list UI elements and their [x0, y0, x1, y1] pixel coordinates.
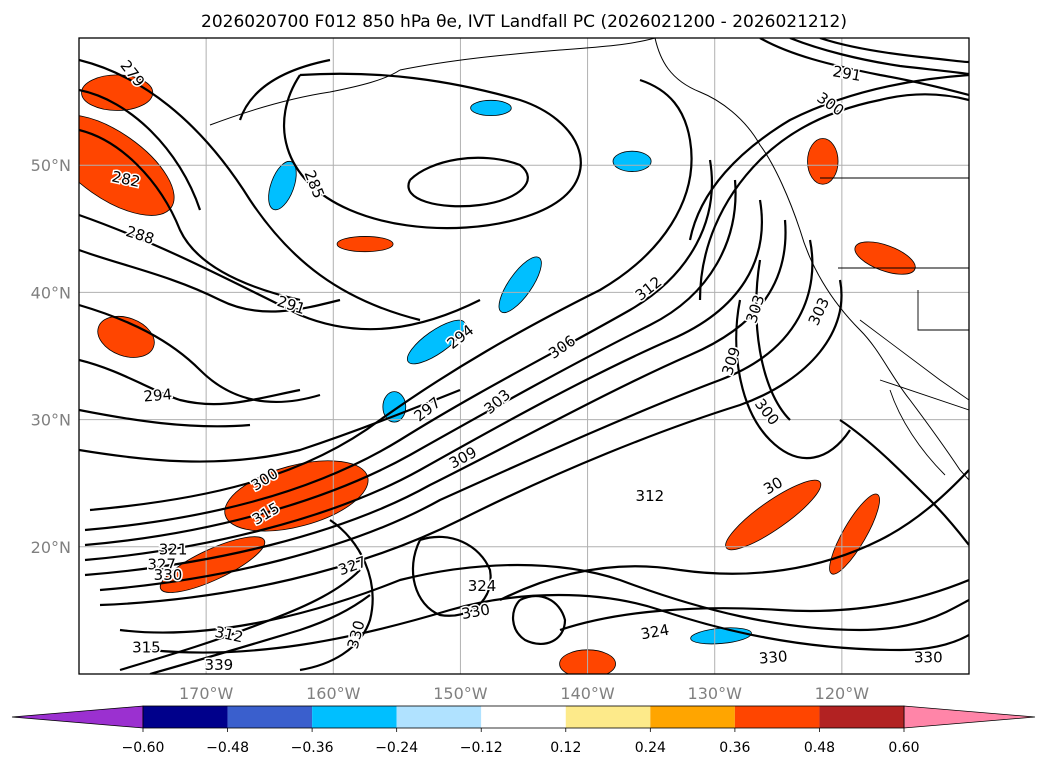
colorbar-swatch-6: [650, 706, 735, 728]
colorbar: −0.60 −0.48 −0.36 −0.24 −0.12 0.12 0.24 0.36 0.4…: [11, 705, 1036, 756]
colorbar-extend-under: [11, 705, 144, 729]
colorbar-tick-label: −0.48: [206, 740, 249, 756]
colorbar-swatch-7: [734, 706, 820, 728]
shaded-region-17: [470, 99, 512, 116]
contour-label-6: 294: [143, 385, 173, 405]
shaded-region-11: [406, 319, 466, 365]
shaded-region-12: [498, 256, 542, 314]
north-america-coastline: [654, 38, 969, 481]
contour-label-25: 324: [639, 621, 670, 644]
colorbar-swatch-5: [565, 706, 651, 728]
colorbar-extend-over: [903, 705, 1036, 729]
colorbar-tick-label: −0.36: [291, 740, 334, 756]
shaded-region-14: [268, 160, 297, 211]
theta-e-contours: [79, 38, 969, 674]
lat-lon-gridlines: [79, 38, 969, 674]
latitude-tick-label: 30°N: [31, 411, 71, 430]
colorbar-swatch-0: [143, 706, 228, 728]
colorbar-tick-label: 0.48: [804, 740, 835, 756]
colorbar-swatch-3: [396, 706, 482, 728]
alaska-gulf-coastline: [399, 38, 656, 71]
coastlines: [209, 38, 969, 481]
contour-label-28: 315: [132, 638, 161, 656]
baja-coastline: [889, 389, 946, 476]
longitude-tick-label: 160°W: [306, 684, 361, 703]
contour-label-18: 321: [159, 540, 188, 558]
state-border-3: [859, 319, 969, 401]
shaded-region-9: [854, 241, 916, 275]
contour-label-26: 330: [758, 647, 788, 667]
shaded-region-13: [382, 391, 407, 423]
contour-label-20: 330: [154, 566, 183, 584]
longitude-tick-label: 120°W: [815, 684, 870, 703]
shaded-region-5: [336, 236, 394, 253]
colorbar-frame: [142, 705, 905, 729]
colorbar-tick-label: 0.36: [719, 740, 750, 756]
contour-label-22: 324: [468, 577, 497, 595]
colorbar-tick-label: −0.60: [122, 740, 165, 756]
mexico-border: [879, 379, 969, 411]
contour-label-19: 327: [147, 556, 176, 574]
chart-title: 2026020700 F012 850 hPa θe, IVT Landfall…: [201, 12, 847, 32]
colorbar-tick-label: −0.24: [375, 740, 418, 756]
longitude-tick-label: 150°W: [433, 684, 488, 703]
colorbar-tick-label: −0.12: [460, 740, 503, 756]
map-axis-tick-labels: 170°W 160°W 150°W 140°W 130°W 120°W 20°N 30°N 40…: [31, 156, 870, 703]
state-border-2: [917, 290, 969, 331]
colorbar-tick-label: 0.60: [888, 740, 919, 756]
colorbar-tick-label: 0.12: [550, 740, 581, 756]
map-frame: [78, 37, 970, 675]
contour-label-29: 312: [213, 623, 245, 647]
shaded-region-16: [612, 150, 652, 172]
longitude-tick-label: 140°W: [560, 684, 615, 703]
contour-label-27: 330: [914, 648, 943, 666]
colorbar-tick-label: 0.24: [635, 740, 666, 756]
latitude-tick-label: 50°N: [31, 156, 71, 175]
contour-label-30: 339: [205, 656, 234, 674]
latitude-tick-label: 20°N: [31, 538, 71, 557]
shaded-region-6: [725, 479, 822, 551]
contour-label-16: 312: [636, 487, 665, 505]
colorbar-swatch-4: [481, 706, 566, 728]
latitude-tick-label: 40°N: [31, 283, 71, 302]
longitude-tick-label: 170°W: [179, 684, 234, 703]
shaded-region-2: [97, 315, 155, 358]
longitude-tick-label: 130°W: [688, 684, 743, 703]
colorbar-swatch-2: [312, 706, 397, 728]
colorbar-swatch-1: [227, 706, 313, 728]
colorbar-swatch-8: [819, 706, 904, 728]
shaded-region-8: [807, 138, 839, 185]
